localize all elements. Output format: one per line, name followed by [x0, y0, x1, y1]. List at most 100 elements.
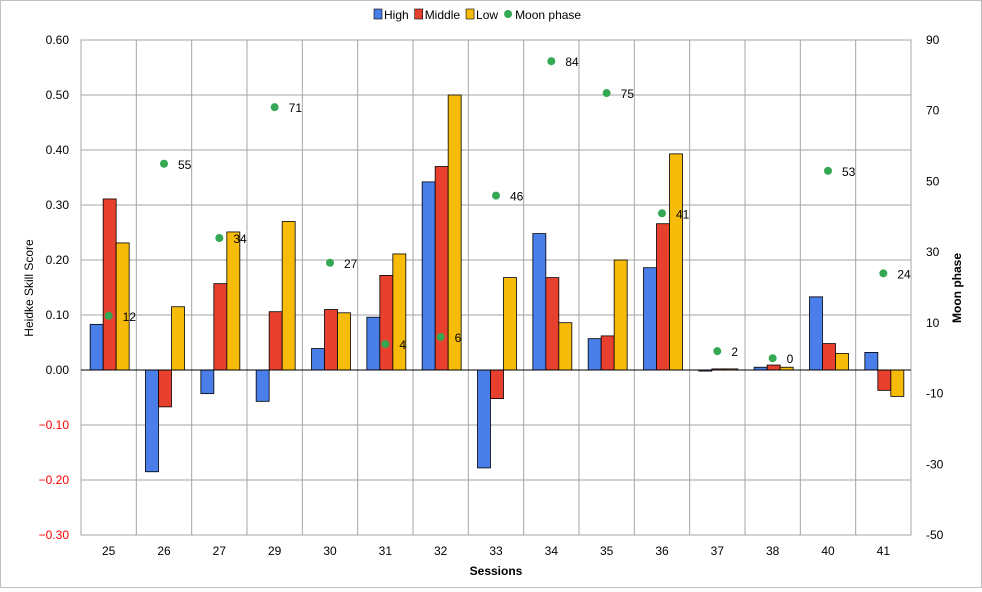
moon-phase-label: 55	[178, 158, 192, 172]
bar-low-27	[226, 231, 241, 371]
bars-layer	[89, 94, 905, 473]
moon-phase-label: 71	[289, 101, 303, 115]
moon-phase-point-36	[658, 209, 666, 218]
moon-phase-label: 4	[399, 338, 406, 352]
x-axis-title: Sessions	[470, 564, 523, 578]
y-tick-label: 0.00	[46, 363, 70, 377]
y-tick-label: 0.60	[46, 33, 70, 47]
moon-phase-label: 2	[731, 345, 738, 359]
x-tick-label: 35	[600, 544, 614, 558]
x-tick-label: 34	[545, 544, 559, 558]
plot-area-border	[80, 39, 912, 536]
bar-middle-33	[490, 369, 504, 400]
bar-high-41	[864, 351, 879, 371]
x-tick-label: 36	[655, 544, 669, 558]
moon-phase-point-31	[381, 340, 390, 349]
moon-phase-point-34	[547, 57, 556, 66]
bar-middle-27	[213, 283, 228, 371]
y2-tick-label: 10	[926, 316, 940, 330]
y-tick-label: −0.20	[39, 473, 70, 487]
legend-swatch-low	[465, 8, 475, 20]
y2-tick-label: 70	[926, 104, 940, 118]
y2-tick-label: -50	[926, 528, 944, 542]
bar-low-34	[558, 322, 573, 371]
moon-phase-point-27	[215, 234, 224, 242]
bar-middle-26	[158, 369, 172, 408]
legend-swatch-moon-phase	[504, 10, 513, 18]
moon-phase-label: 12	[123, 310, 137, 324]
moon-phase-point-30	[326, 258, 334, 267]
moon-phase-point-38	[768, 354, 777, 363]
y-tick-label: 0.30	[46, 198, 70, 212]
legend-swatch-high	[373, 8, 383, 20]
bar-middle-31	[379, 274, 394, 371]
x-tick-label: 26	[157, 544, 171, 558]
moon-phase-point-26	[160, 159, 168, 168]
bar-low-31	[392, 253, 407, 371]
bar-low-35	[613, 259, 628, 371]
moon-phase-point-32	[436, 333, 445, 341]
moon-phase-label: 34	[233, 232, 247, 246]
bar-low-25	[115, 242, 130, 371]
bar-high-31	[366, 316, 381, 371]
y-tick-label: 0.10	[46, 308, 70, 322]
moon-phase-label: 84	[565, 55, 579, 69]
legend-label-moon-phase: Moon phase	[515, 8, 581, 22]
bar-middle-29	[268, 311, 283, 371]
moon-phase-point-40	[824, 166, 832, 175]
moon-phase-label: 27	[344, 257, 358, 271]
moon-phase-label: 75	[621, 87, 635, 101]
moon-phase-point-37	[713, 347, 722, 356]
x-tick-label: 27	[213, 544, 227, 558]
bar-middle-36	[656, 223, 670, 371]
grid-layer	[80, 39, 912, 536]
bar-low-40	[835, 353, 849, 371]
x-tick-label: 25	[102, 544, 116, 558]
bar-middle-30	[324, 309, 338, 371]
moon-phase-label: 46	[510, 190, 524, 204]
bar-high-34	[532, 233, 547, 371]
bar-middle-38	[766, 364, 781, 371]
y2-axis-title: Moon phase	[950, 253, 964, 323]
x-tick-label: 40	[821, 544, 835, 558]
moon-phase-label: 6	[455, 331, 462, 345]
y-tick-label: −0.10	[39, 418, 70, 432]
y2-tick-label: 90	[926, 33, 940, 47]
legend-label-high: High	[384, 8, 409, 22]
y2-tick-label: 30	[926, 245, 940, 259]
bar-low-36	[669, 153, 683, 371]
bar-middle-35	[600, 335, 615, 371]
x-tick-label: 33	[489, 544, 503, 558]
bar-high-35	[587, 338, 602, 371]
x-tick-label: 31	[379, 544, 393, 558]
bar-low-41	[890, 369, 905, 397]
bar-high-40	[809, 296, 823, 371]
y-tick-label: −0.30	[39, 528, 70, 542]
x-tick-label: 30	[323, 544, 337, 558]
moon-phase-point-29	[270, 103, 279, 112]
bar-high-29	[255, 369, 270, 402]
x-tick-label: 38	[766, 544, 780, 558]
legend-label-middle: Middle	[425, 8, 461, 22]
y2-tick-label: -10	[926, 387, 944, 401]
moon-phase-label: 0	[787, 352, 794, 366]
y-tick-label: 0.50	[46, 88, 70, 102]
moon-phase-label: 41	[676, 207, 690, 221]
bar-high-32	[421, 181, 436, 371]
x-tick-label: 32	[434, 544, 448, 558]
bar-high-36	[643, 267, 657, 371]
x-tick-label: 41	[877, 544, 891, 558]
bar-low-30	[337, 312, 351, 371]
legend-label-low: Low	[476, 8, 498, 22]
moon-phase-label: 53	[842, 165, 856, 179]
bar-high-30	[311, 348, 325, 371]
y2-tick-label: -30	[926, 457, 944, 471]
moon-phase-point-33	[492, 191, 500, 200]
y-tick-label: 0.20	[46, 253, 70, 267]
ticks-layer: 0.60 0.50 0.40 0.30 0.20 0.10 0.00 −0.10 −0.20 −0…	[39, 33, 944, 558]
moon-phase-label: 24	[897, 267, 911, 281]
y-axis-title: Heidke Skill Score	[22, 239, 36, 337]
